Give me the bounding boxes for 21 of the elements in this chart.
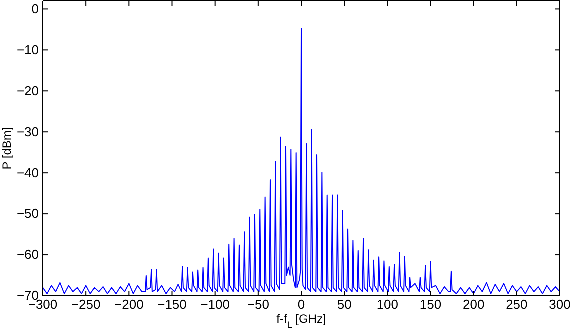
x-tick-label: 250 — [506, 297, 528, 312]
y-tick-label: −10 — [16, 42, 39, 58]
x-tick-label: −50 — [247, 297, 270, 312]
y-tick-label: −20 — [16, 83, 39, 98]
x-tick-label: 50 — [337, 297, 352, 312]
x-tick-label: −150 — [158, 297, 187, 312]
y-tick-label: 0 — [32, 1, 39, 16]
x-tick-label: −250 — [71, 297, 101, 312]
x-tick-label: 300 — [549, 297, 570, 312]
x-tick-label: −200 — [114, 297, 144, 312]
y-tick-label: −60 — [16, 247, 39, 262]
y-tick-label: −40 — [16, 165, 39, 180]
y-axis-title: P [dBm] — [0, 127, 14, 170]
y-tick-label: −50 — [16, 206, 39, 222]
x-tick-label: 100 — [376, 297, 399, 312]
x-tick-label: 150 — [420, 297, 442, 312]
x-axis-title: f-f$_{L}$ [GHz] — [276, 312, 326, 329]
y-tick-label: −30 — [16, 124, 39, 140]
x-tick-label: −100 — [200, 297, 230, 312]
x-tick-label: 0 — [298, 297, 306, 312]
x-tick-label: 200 — [462, 297, 485, 312]
